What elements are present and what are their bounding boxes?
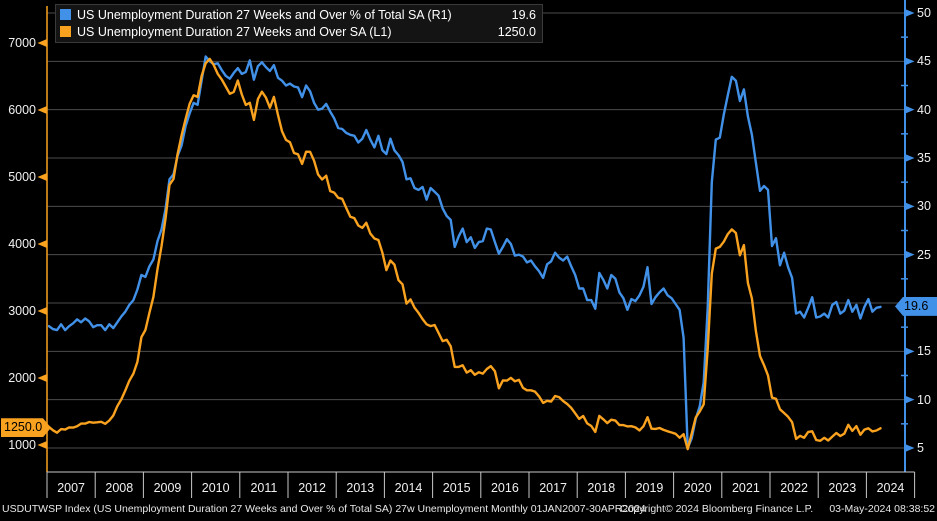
right-axis-tick-arrow: [905, 57, 915, 66]
legend-item-level-series[interactable]: US Unemployment Duration 27 Weeks and Ov…: [60, 23, 536, 40]
series-line-percent-of-total: [47, 55, 882, 450]
left-axis-tick-arrow: [37, 39, 47, 47]
left-axis-tick-arrow: [37, 374, 47, 382]
right-axis-tick-arrow: [905, 202, 915, 211]
legend-value: 1250.0: [497, 24, 536, 39]
left-axis-tick-arrow: [37, 173, 47, 181]
legend-label: US Unemployment Duration 27 Weeks and Ov…: [77, 24, 392, 39]
right-axis-tick-arrow: [905, 347, 915, 356]
left-axis-tick-arrow: [37, 106, 47, 114]
legend-swatch-blue: [60, 9, 71, 20]
right-axis-tick-arrow: [905, 154, 915, 162]
series-line-level: [47, 57, 882, 451]
legend-swatch-orange: [60, 26, 71, 37]
copyright-text: Copyright© 2024 Bloomberg Finance L.P.: [620, 503, 814, 515]
right-axis-tick-arrow: [905, 444, 915, 452]
chart-footer: USDUTWSP Index (US Unemployment Duration…: [0, 503, 937, 519]
timestamp-text: 03-May-2024 08:38:52: [829, 503, 935, 515]
ticker-description: USDUTWSP Index (US Unemployment Duration…: [2, 503, 646, 515]
legend-value: 19.6: [511, 7, 536, 22]
left-axis-current-value-badge: 1250.0: [1, 418, 51, 438]
right-axis-tick-arrow: [905, 395, 915, 404]
right-axis-tick-arrow: [905, 9, 915, 17]
legend-item-percent-series[interactable]: US Unemployment Duration 27 Weeks and Ov…: [60, 6, 536, 23]
chart-legend: US Unemployment Duration 27 Weeks and Ov…: [55, 4, 543, 43]
left-axis-tick-arrow: [37, 307, 47, 315]
left-axis-tick-arrow: [37, 441, 47, 449]
right-axis-tick-arrow: [905, 105, 915, 114]
right-axis-tick-arrow: [905, 250, 915, 259]
legend-label: US Unemployment Duration 27 Weeks and Ov…: [77, 7, 452, 22]
left-axis-tick-arrow: [37, 240, 47, 248]
right-axis-current-value-badge: 19.6: [895, 296, 937, 316]
